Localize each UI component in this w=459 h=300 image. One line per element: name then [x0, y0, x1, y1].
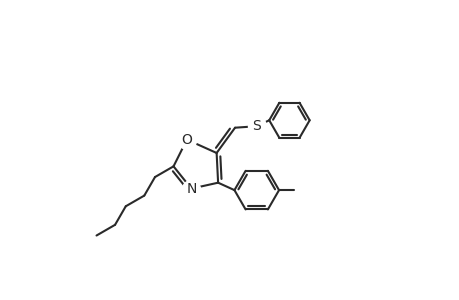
Text: O: O	[181, 133, 192, 147]
Text: N: N	[186, 182, 196, 196]
Text: S: S	[252, 119, 261, 133]
